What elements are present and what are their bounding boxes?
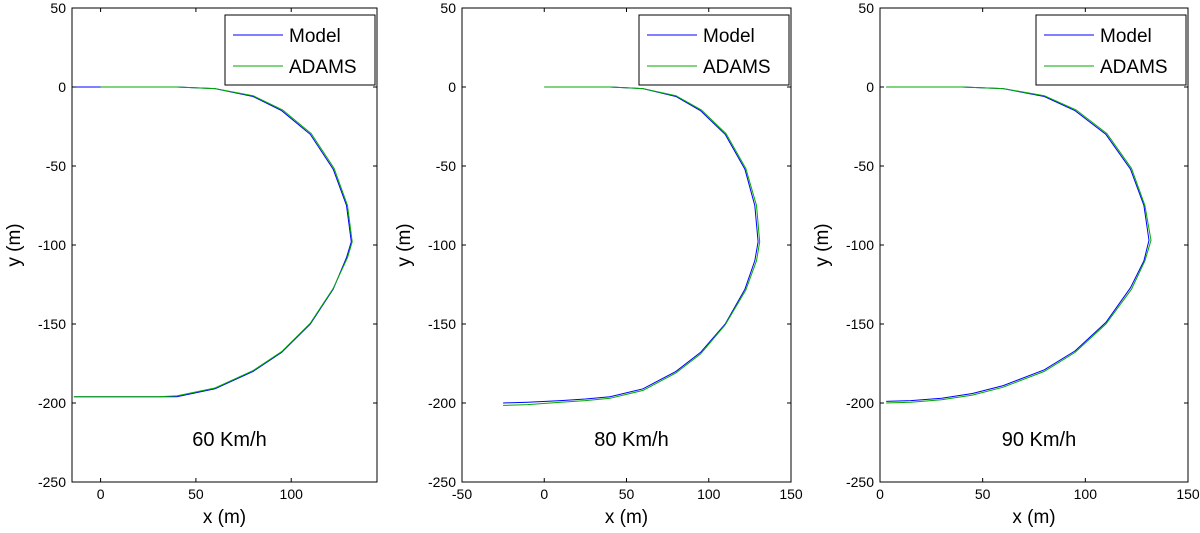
- x-tick-label: 0: [540, 486, 548, 502]
- x-tick-label: 150: [779, 486, 803, 502]
- x-tick-label: 0: [97, 486, 105, 502]
- x-tick-label: 0: [876, 486, 884, 502]
- x-tick-label: 50: [188, 486, 204, 502]
- x-axis-label: x (m): [1012, 507, 1055, 528]
- series-line-model: [886, 86, 1150, 402]
- y-tick-label: -50: [436, 158, 456, 174]
- legend-label-adams: ADAMS: [703, 57, 771, 78]
- y-tick-label: -250: [428, 474, 456, 490]
- speed-annotation: 60 Km/h: [192, 429, 266, 451]
- x-tick-label: 100: [280, 486, 304, 502]
- x-tick-label: 150: [1176, 486, 1200, 502]
- y-tick-label: 0: [58, 79, 66, 95]
- x-tick-label: 100: [1074, 486, 1098, 502]
- y-axis-label: y (m): [394, 223, 415, 266]
- y-tick-label: 50: [858, 0, 874, 16]
- y-axis-label: y (m): [4, 223, 25, 266]
- series-line-model: [73, 86, 352, 398]
- y-tick-label: -50: [854, 158, 874, 174]
- legend: Model ADAMS: [638, 14, 790, 86]
- x-tick-label: 100: [697, 486, 721, 502]
- y-tick-label: -100: [428, 237, 456, 253]
- legend-label-adams: ADAMS: [289, 57, 357, 78]
- speed-annotation: 80 Km/h: [594, 429, 668, 451]
- y-tick-label: -100: [846, 237, 874, 253]
- x-tick-label: 50: [975, 486, 991, 502]
- x-axis-label: x (m): [605, 507, 648, 528]
- y-tick-label: -200: [846, 395, 874, 411]
- legend: Model ADAMS: [224, 14, 376, 86]
- y-tick-label: -200: [428, 395, 456, 411]
- x-tick-label: 50: [619, 486, 635, 502]
- legend-label-model: Model: [703, 26, 755, 47]
- y-tick-label: -150: [38, 316, 66, 332]
- y-tick-label: -200: [38, 395, 66, 411]
- legend-box: [224, 14, 376, 86]
- speed-annotation: 90 Km/h: [1002, 429, 1076, 451]
- series-line-adams: [886, 86, 1152, 404]
- y-tick-label: -150: [428, 316, 456, 332]
- legend-box: [1035, 14, 1187, 86]
- legend-box: [638, 14, 790, 86]
- y-tick-label: -100: [38, 237, 66, 253]
- y-tick-label: -250: [38, 474, 66, 490]
- series-line-adams: [503, 86, 761, 406]
- series-line-model: [503, 86, 759, 404]
- y-tick-label: 0: [866, 79, 874, 95]
- y-tick-label: -250: [846, 474, 874, 490]
- y-axis-label: y (m): [812, 223, 833, 266]
- legend: Model ADAMS: [1035, 14, 1187, 86]
- legend-label-model: Model: [289, 26, 341, 47]
- y-tick-label: 50: [50, 0, 66, 16]
- x-axis-label: x (m): [203, 507, 246, 528]
- y-tick-label: -50: [46, 158, 66, 174]
- legend-label-adams: ADAMS: [1100, 57, 1168, 78]
- y-tick-label: 0: [448, 79, 456, 95]
- x-tick-label: -50: [452, 486, 472, 502]
- series-line-adams: [73, 86, 353, 398]
- chart-panel-1: 50 0 -50 -100 -150 -200 -250 0 50 100 x (m) y (m) 60…: [4, 0, 378, 528]
- legend-label-model: Model: [1100, 26, 1152, 47]
- y-tick-label: 50: [440, 0, 456, 16]
- y-tick-label: -150: [846, 316, 874, 332]
